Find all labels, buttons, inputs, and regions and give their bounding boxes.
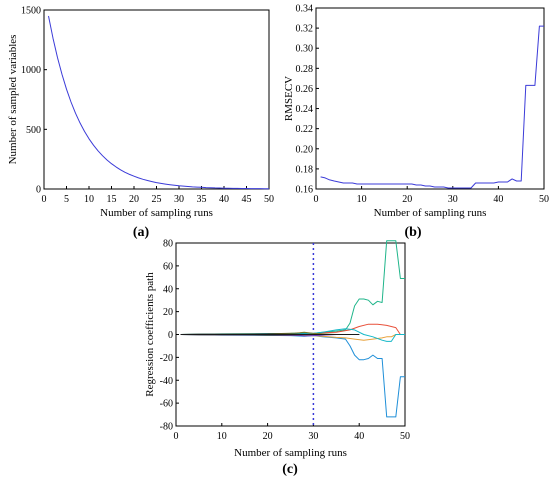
y-tick-label: 0.16: [296, 185, 314, 196]
y-tick-label: -20: [160, 353, 173, 364]
x-axis-label: Number of sampling runs: [100, 207, 213, 219]
y-tick-label: 80: [163, 239, 173, 250]
y-tick-label: 0.20: [296, 144, 314, 155]
x-tick-label: 35: [197, 194, 207, 205]
y-tick-label: 60: [163, 261, 173, 272]
series-line-2: [180, 334, 405, 418]
x-tick-label: 30: [448, 194, 458, 205]
x-tick-label: 40: [493, 194, 503, 205]
x-tick-label: 0: [314, 194, 319, 205]
y-tick-label: 1000: [21, 65, 41, 76]
panel-a-chart: (a) 0 5 10 15 20 25 30 35 40 45 50050010001500Numb…: [7, 6, 274, 241]
y-tick-label: 0: [36, 185, 41, 196]
x-tick-label: 30: [174, 194, 184, 205]
y-tick-label: 0.26: [296, 84, 314, 95]
x-tick-label: 0: [42, 194, 47, 205]
x-tick-label: 10: [357, 194, 367, 205]
x-tick-label: 5: [64, 194, 69, 205]
series-line-1: [320, 25, 544, 189]
x-tick-label: 0: [174, 431, 179, 442]
y-tick-label: 0.24: [296, 104, 314, 115]
panel-a-label: (a): [133, 225, 150, 240]
panel-c-label: (c): [282, 462, 298, 477]
x-tick-label: 50: [264, 194, 274, 205]
y-tick-label: -80: [160, 422, 173, 433]
plot-frame: [43, 9, 270, 190]
y-tick-label: 500: [26, 125, 41, 136]
y-tick-label: 0: [168, 330, 173, 341]
x-tick-label: 25: [152, 194, 162, 205]
y-axis-label: Regression coefficients path: [144, 272, 156, 397]
y-tick-label: 40: [163, 284, 173, 295]
x-tick-label: 40: [354, 431, 364, 442]
x-tick-label: 30: [308, 431, 318, 442]
y-tick-label: 0.28: [296, 64, 314, 75]
y-tick-label: 0.34: [296, 4, 314, 15]
x-tick-label: 15: [107, 194, 117, 205]
y-tick-label: 0.22: [296, 124, 314, 135]
y-tick-label: 20: [163, 307, 173, 318]
x-tick-label: 40: [219, 194, 229, 205]
y-axis-label: Number of sampled variables: [7, 35, 19, 165]
plot-frame: [315, 7, 545, 190]
x-tick-label: 20: [129, 194, 139, 205]
panel-c-chart: (c) 0 10 20 30 40 50 -80 -60 -40 -20 0 20 40 60 80 Numb…: [144, 239, 410, 478]
y-tick-label: 0.18: [296, 164, 314, 175]
panel-b-label: (b): [404, 225, 421, 240]
y-tick-label: -60: [160, 399, 173, 410]
y-tick-label: 0.30: [296, 44, 314, 55]
x-axis-label: Number of sampling runs: [234, 447, 347, 459]
x-tick-label: 10: [84, 194, 94, 205]
x-axis-label: Number of sampling runs: [374, 207, 487, 219]
x-tick-label: 20: [263, 431, 273, 442]
series-line-1: [180, 240, 405, 335]
y-axis-label: RMSECV: [283, 76, 295, 121]
y-tick-label: 1500: [21, 6, 41, 17]
panel-b-chart: (b) 0 10 20 30 40 50 0.16 0.18 0.20 0.22 0.24 0.26 0…: [283, 4, 549, 241]
y-tick-label: -40: [160, 376, 173, 387]
x-tick-label: 50: [539, 194, 549, 205]
x-tick-label: 10: [217, 431, 227, 442]
y-tick-label: 0.32: [296, 24, 314, 35]
x-tick-label: 45: [242, 194, 252, 205]
x-tick-label: 50: [400, 431, 410, 442]
x-tick-label: 20: [402, 194, 412, 205]
series-line-9: [180, 333, 360, 335]
series-line-1: [48, 15, 269, 190]
